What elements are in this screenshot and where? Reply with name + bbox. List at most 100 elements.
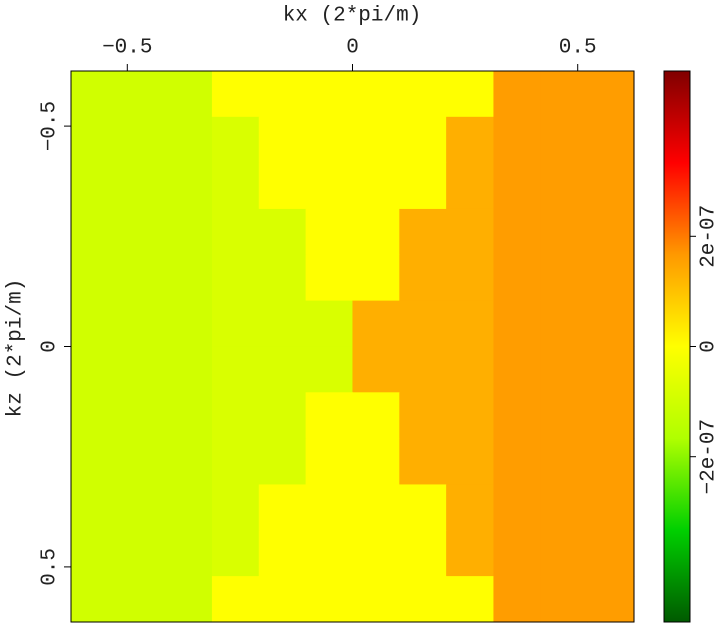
heat-cell [587, 530, 635, 577]
heat-cell [70, 300, 119, 348]
heat-cell [493, 162, 541, 210]
heat-cell [399, 254, 447, 302]
heat-cell [446, 300, 494, 348]
heat-cell [587, 116, 635, 164]
heat-cell [258, 208, 307, 256]
heat-cell [399, 346, 447, 393]
heat-cell [493, 116, 541, 164]
heat-cell [493, 70, 541, 118]
heat-cell [540, 484, 588, 531]
heat-cell [70, 576, 119, 623]
heat-cell [211, 438, 260, 485]
heat-cell [493, 530, 541, 577]
heat-cell [211, 346, 260, 393]
heat-cell [305, 392, 354, 439]
y-axis-label: kz (2*pi/m) [5, 279, 28, 418]
heat-cell [493, 254, 541, 302]
heat-cell [164, 392, 213, 439]
y-tick-label: 0 [39, 340, 62, 353]
heat-cell [258, 438, 307, 485]
x-tick-label: 0.5 [559, 37, 597, 60]
heat-cell [540, 346, 588, 393]
heat-cell [305, 530, 354, 577]
heat-cell [587, 392, 635, 439]
heat-cell [164, 162, 213, 210]
heat-cell [446, 438, 494, 485]
heat-cell [211, 484, 260, 531]
heat-cell [164, 70, 213, 118]
heat-cell [305, 576, 354, 623]
heat-cell [352, 116, 400, 164]
heat-cell [211, 116, 260, 164]
heat-cell [211, 530, 260, 577]
colorbar-tick-label: 2e-07 [698, 205, 721, 268]
heat-cell [211, 576, 260, 623]
heat-cell [70, 392, 119, 439]
heat-cell [399, 484, 447, 531]
heat-cell [164, 484, 213, 531]
heat-cell [399, 300, 447, 348]
heat-cell [399, 530, 447, 577]
x-axis-label: kx (2*pi/m) [283, 5, 422, 28]
heat-cell [493, 392, 541, 439]
heat-cell [446, 162, 494, 210]
heat-cell [164, 254, 213, 302]
heat-cell [587, 70, 635, 118]
heat-cell [70, 484, 119, 531]
heat-cell [258, 162, 307, 210]
heat-cell [587, 254, 635, 302]
heat-cell [70, 530, 119, 577]
heat-cell [399, 392, 447, 439]
heat-cell [352, 392, 400, 439]
heat-cell [117, 530, 166, 577]
heat-cell [117, 484, 166, 531]
heat-cell [540, 254, 588, 302]
heat-cell [352, 300, 400, 348]
heat-cell [399, 116, 447, 164]
heat-cell [211, 300, 260, 348]
heat-cell [587, 300, 635, 348]
heat-cell [352, 254, 400, 302]
heat-cell [305, 346, 354, 393]
heat-cell [493, 208, 541, 256]
colorbar-tick-label: −2e-07 [698, 419, 721, 495]
heat-cell [540, 530, 588, 577]
heat-cell [446, 116, 494, 164]
heat-cell [117, 162, 166, 210]
heat-cell [70, 162, 119, 210]
heat-cell [540, 208, 588, 256]
heat-cell [117, 392, 166, 439]
heat-cell [117, 300, 166, 348]
heat-cell [258, 300, 307, 348]
heat-cell [352, 438, 400, 485]
heat-cell [117, 254, 166, 302]
y-tick-label: 0.5 [39, 548, 62, 586]
heat-cell [399, 70, 447, 118]
heat-cell [305, 484, 354, 531]
heat-cell [258, 70, 307, 118]
heat-cell [164, 346, 213, 393]
heat-cell [446, 70, 494, 118]
heat-cell [258, 346, 307, 393]
heat-cell [258, 392, 307, 439]
heat-cell [399, 438, 447, 485]
heat-cell [70, 254, 119, 302]
heat-cell [164, 300, 213, 348]
heat-cell [352, 346, 400, 393]
heat-cell [352, 576, 400, 623]
x-tick-label: 0 [346, 37, 359, 60]
heat-cell [117, 116, 166, 164]
heat-cell [540, 116, 588, 164]
heat-cell [446, 208, 494, 256]
heat-cell [70, 346, 119, 393]
heat-cell [305, 70, 354, 118]
heat-cell [164, 530, 213, 577]
colorbar [663, 70, 691, 623]
heat-cell [352, 162, 400, 210]
heat-cell [211, 208, 260, 256]
heat-cell [587, 208, 635, 256]
heat-cell [399, 208, 447, 256]
heat-cell [493, 300, 541, 348]
